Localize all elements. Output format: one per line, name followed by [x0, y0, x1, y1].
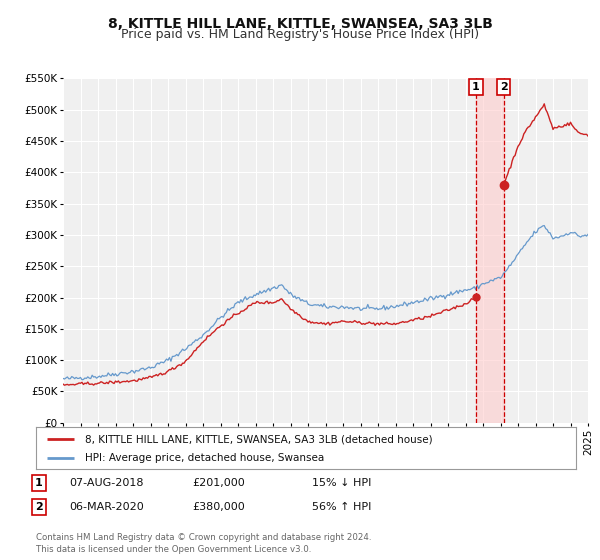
Text: 8, KITTLE HILL LANE, KITTLE, SWANSEA, SA3 3LB: 8, KITTLE HILL LANE, KITTLE, SWANSEA, SA… [107, 17, 493, 31]
Text: 1: 1 [472, 82, 480, 92]
Text: 2: 2 [35, 502, 43, 512]
Text: 07-AUG-2018: 07-AUG-2018 [69, 478, 143, 488]
Text: 2: 2 [500, 82, 508, 92]
Text: 1: 1 [35, 478, 43, 488]
Bar [476, 78, 503, 423]
Text: HPI: Average price, detached house, Swansea: HPI: Average price, detached house, Swan… [85, 454, 324, 463]
Text: £201,000: £201,000 [192, 478, 245, 488]
Text: 06-MAR-2020: 06-MAR-2020 [69, 502, 144, 512]
Text: Price paid vs. HM Land Registry's House Price Index (HPI): Price paid vs. HM Land Registry's House … [121, 28, 479, 41]
Text: 15% ↓ HPI: 15% ↓ HPI [312, 478, 371, 488]
Text: Contains HM Land Registry data © Crown copyright and database right 2024.
This d: Contains HM Land Registry data © Crown c… [36, 533, 371, 554]
Text: 8, KITTLE HILL LANE, KITTLE, SWANSEA, SA3 3LB (detached house): 8, KITTLE HILL LANE, KITTLE, SWANSEA, SA… [85, 434, 432, 444]
Text: £380,000: £380,000 [192, 502, 245, 512]
Text: 56% ↑ HPI: 56% ↑ HPI [312, 502, 371, 512]
